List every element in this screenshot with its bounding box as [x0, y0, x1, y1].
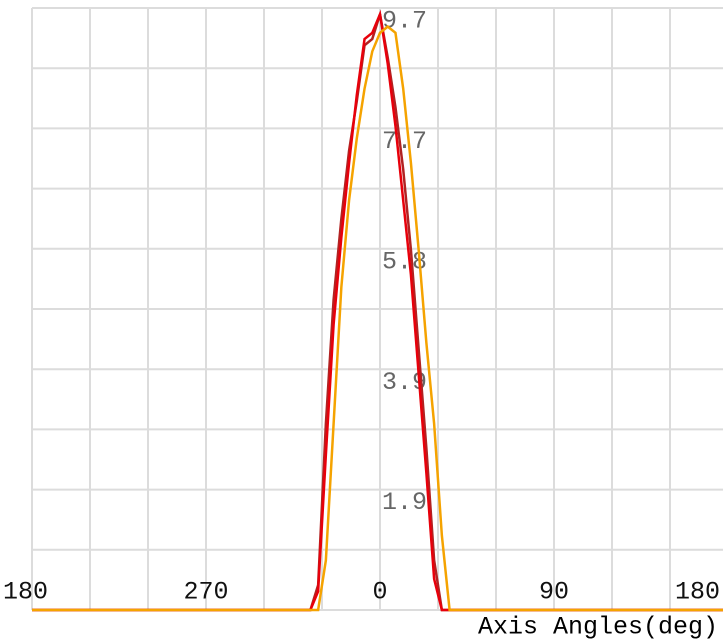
series-line: [32, 13, 723, 612]
x-tick-label: 270: [183, 578, 228, 607]
series-line: [32, 25, 723, 612]
x-axis-label: Axis Angles(deg): [478, 613, 718, 642]
series-line: [32, 9, 723, 612]
x-tick-label: 180: [675, 578, 720, 607]
y-tick-label: 7.7: [382, 127, 427, 156]
x-tick-label: 180: [3, 578, 48, 607]
y-tick-label: 9.7: [382, 7, 427, 36]
y-tick-label: 1.9: [382, 488, 427, 517]
x-tick-label: 90: [539, 578, 569, 607]
x-tick-label: 0: [372, 578, 387, 607]
